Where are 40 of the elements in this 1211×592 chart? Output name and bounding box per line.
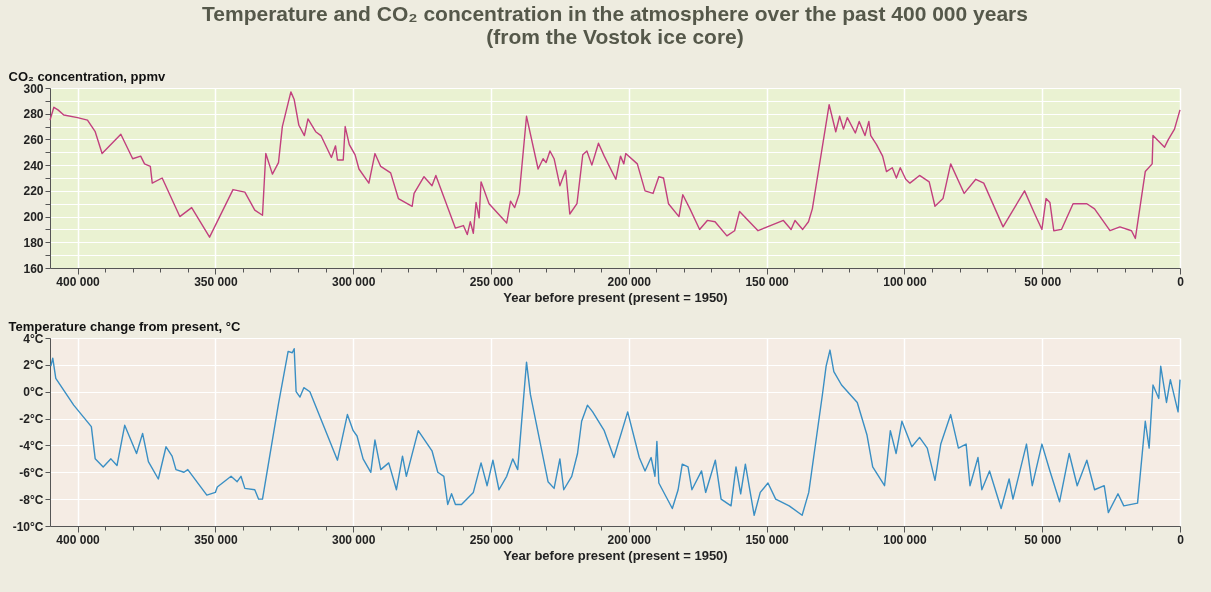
x-tick-label: 250 000 [469, 274, 514, 289]
y-axis-title: CO₂ concentration, ppmv [8, 68, 167, 84]
y-tick-label: 0°C [23, 385, 44, 400]
y-tick-label: -8°C [19, 492, 44, 507]
chart-title: Temperature and CO₂ concentration in the atmosphere over the past 400 000 years [202, 2, 1028, 25]
y-tick-label: 240 [23, 158, 44, 173]
y-tick-label: 220 [23, 184, 44, 199]
x-tick-label: 0 [1177, 274, 1185, 289]
x-tick-label: 0 [1177, 532, 1185, 547]
y-tick-label: 180 [23, 235, 44, 250]
y-tick-label: -4°C [19, 438, 44, 453]
line-series [50, 348, 1181, 516]
x-tick-label: 250 000 [469, 532, 514, 547]
x-tick-label: 50 000 [1024, 274, 1062, 289]
x-tick-label: 200 000 [607, 532, 652, 547]
y-tick-label: 200 [23, 210, 44, 225]
chart-subtitle: (from the Vostok ice core) [486, 25, 744, 48]
x-tick-label: 300 000 [331, 532, 376, 547]
y-tick-label: -6°C [19, 465, 44, 480]
y-tick-label: -2°C [19, 412, 44, 427]
x-axis-title: Year before present (present = 1950) [503, 289, 728, 305]
x-tick-label: 100 000 [883, 274, 927, 289]
x-tick-label: 300 000 [331, 274, 376, 289]
y-tick-label: 160 [23, 261, 44, 276]
x-tick-label: 50 000 [1024, 532, 1062, 547]
x-tick-label: 150 000 [745, 274, 790, 289]
y-tick-label: 2°C [23, 358, 44, 373]
y-tick-label: -10°C [12, 519, 44, 534]
y-tick-label: 300 [23, 81, 44, 96]
x-tick-label: 400 000 [56, 274, 101, 289]
x-tick-label: 350 000 [194, 274, 238, 289]
x-tick-label: 350 000 [194, 532, 238, 547]
y-tick-label: 280 [23, 107, 44, 122]
x-tick-label: 200 000 [607, 274, 652, 289]
x-axis-title: Year before present (present = 1950) [503, 547, 728, 563]
y-axis-title: Temperature change from present, °C [8, 318, 241, 334]
x-tick-label: 150 000 [745, 532, 790, 547]
x-tick-label: 400 000 [56, 532, 101, 547]
y-tick-label: 260 [23, 132, 44, 147]
x-tick-label: 100 000 [883, 532, 927, 547]
